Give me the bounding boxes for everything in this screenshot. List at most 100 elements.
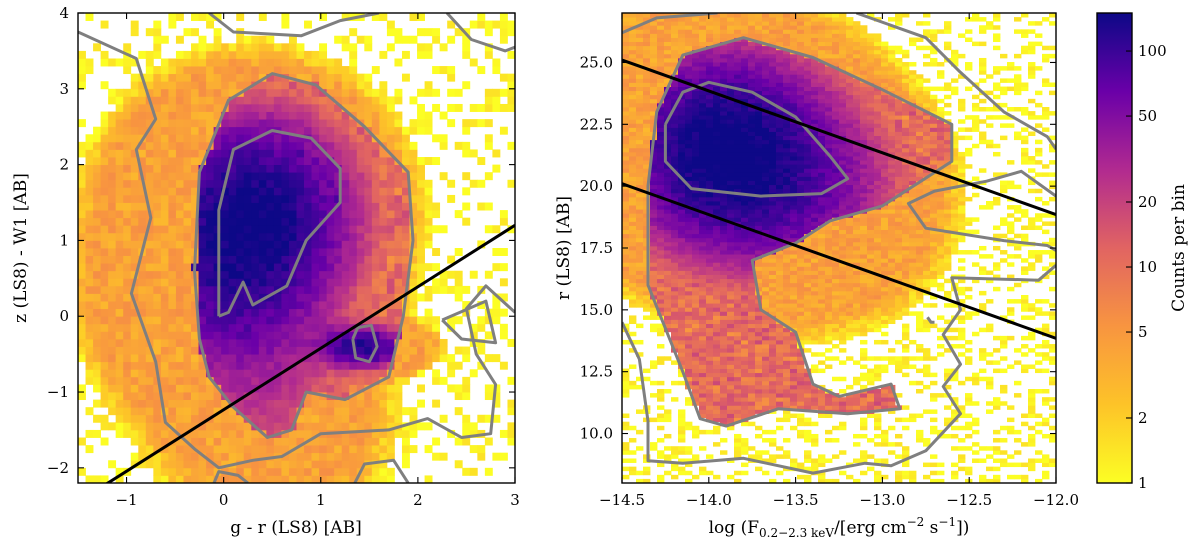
- heatmap-bin: [713, 258, 721, 263]
- heatmap-bin: [424, 354, 433, 363]
- heatmap-bin: [699, 339, 707, 345]
- heatmap-bin: [769, 335, 777, 341]
- heatmap-bin: [379, 422, 388, 431]
- heatmap-bin: [636, 470, 644, 476]
- heatmap-bin: [432, 278, 441, 287]
- heatmap-bin: [386, 248, 395, 256]
- heatmap-bin: [643, 131, 651, 137]
- heatmap-bin: [734, 164, 742, 169]
- heatmap-bin: [762, 438, 770, 443]
- heatmap-bin: [454, 141, 463, 150]
- heatmap-bin: [341, 88, 350, 97]
- heatmap-bin: [296, 422, 305, 431]
- heatmap-bin: [213, 50, 222, 59]
- heatmap-bin: [741, 368, 749, 374]
- heatmap-bin: [713, 335, 721, 341]
- heatmap-bin: [417, 399, 425, 408]
- heatmap-bin: [100, 232, 109, 241]
- heatmap-bin: [664, 135, 672, 141]
- heatmap-bin: [364, 331, 373, 340]
- heatmap-bin: [748, 209, 756, 214]
- heatmap-bin: [643, 29, 651, 34]
- heatmap-bin: [734, 319, 742, 325]
- heatmap-bin: [160, 81, 169, 90]
- heatmap-bin: [650, 237, 658, 243]
- heatmap-bin: [671, 446, 679, 451]
- heatmap-bin: [629, 13, 637, 18]
- heatmap-bin: [206, 43, 215, 52]
- heatmap-bin: [191, 126, 199, 135]
- heatmap-bin: [394, 270, 403, 279]
- heatmap-bin: [622, 201, 630, 206]
- heatmap-bin: [115, 58, 124, 67]
- heatmap-bin: [699, 164, 707, 169]
- heatmap-bin: [273, 301, 282, 310]
- heatmap-bin: [685, 458, 693, 463]
- heatmap-bin: [371, 376, 380, 385]
- heatmap-bin: [243, 445, 252, 454]
- heatmap-bin: [671, 45, 679, 51]
- heatmap-bin: [484, 331, 493, 340]
- heatmap-bin: [706, 62, 714, 67]
- heatmap-bin: [371, 225, 380, 234]
- heatmap-bin: [657, 237, 665, 243]
- heatmap-bin: [236, 43, 245, 52]
- heatmap-bin: [273, 217, 282, 226]
- heatmap-bin: [657, 131, 665, 137]
- heatmap-bin: [115, 141, 124, 150]
- heatmap-bin: [748, 70, 756, 75]
- heatmap-bin: [78, 301, 86, 310]
- heatmap-bin: [198, 232, 207, 241]
- heatmap-bin: [417, 384, 425, 393]
- heatmap-bin: [266, 103, 275, 112]
- heatmap-bin: [379, 338, 388, 347]
- heatmap-bin: [100, 50, 109, 59]
- heatmap-bin: [454, 392, 463, 401]
- heatmap-bin: [713, 364, 721, 369]
- heatmap-bin: [108, 263, 117, 272]
- heatmap-bin: [281, 134, 290, 143]
- heatmap-bin: [108, 376, 117, 385]
- heatmap-bin: [281, 141, 290, 150]
- heatmap-bin: [85, 369, 94, 378]
- heatmap-bin: [769, 478, 777, 483]
- heatmap-bin: [462, 141, 471, 150]
- heatmap-bin: [341, 217, 350, 226]
- heatmap-bin: [364, 88, 373, 97]
- heatmap-bin: [273, 179, 282, 188]
- heatmap-bin: [371, 399, 380, 408]
- heatmap-bin: [417, 194, 425, 203]
- heatmap-bin: [191, 429, 199, 438]
- heatmap-bin: [296, 179, 305, 188]
- heatmap-bin: [93, 475, 101, 483]
- heatmap-bin: [636, 37, 644, 43]
- heatmap-bin: [236, 263, 245, 272]
- heatmap-bin: [484, 134, 493, 143]
- heatmap-bin: [622, 221, 630, 226]
- heatmap-bin: [251, 338, 260, 347]
- heatmap-bin: [499, 429, 508, 438]
- heatmap-bin: [364, 179, 373, 188]
- heatmap-bin: [183, 467, 192, 476]
- heatmap-bin: [326, 179, 335, 188]
- heatmap-bin: [206, 149, 215, 158]
- heatmap-bin: [349, 361, 358, 370]
- heatmap-bin: [734, 368, 742, 374]
- heatmap-bin: [100, 301, 109, 310]
- heatmap-bin: [334, 422, 343, 431]
- heatmap-bin: [319, 270, 328, 279]
- heatmap-bin: [643, 172, 651, 177]
- heatmap-bin: [258, 460, 267, 469]
- heatmap-bin: [671, 237, 679, 243]
- heatmap-bin: [755, 53, 763, 59]
- heatmap-bin: [741, 413, 749, 419]
- heatmap-bin: [341, 414, 350, 423]
- heatmap-bin: [296, 384, 305, 393]
- heatmap-bin: [727, 213, 735, 218]
- heatmap-bin: [769, 13, 777, 18]
- heatmap-bin: [115, 232, 124, 241]
- heatmap-bin: [748, 62, 756, 67]
- heatmap-bin: [258, 66, 267, 75]
- heatmap-bin: [692, 270, 700, 275]
- heatmap-bin: [364, 270, 373, 279]
